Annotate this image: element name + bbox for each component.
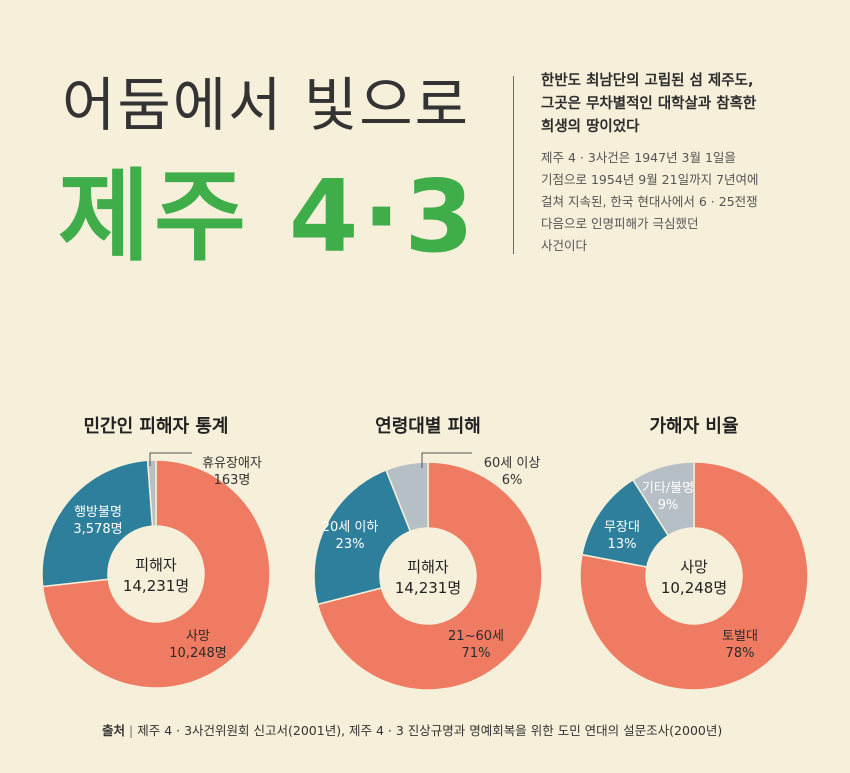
donut-slice (41, 459, 271, 689)
slice-label: 사망 (186, 629, 210, 644)
slice-label: 기타/불명 (642, 481, 694, 496)
donut-hole (109, 527, 203, 621)
source-label: 출처 (102, 723, 126, 738)
slice-label: 무장대 (604, 520, 640, 535)
intro-body-line: 다음으로 인명피해가 극심했던 (541, 216, 699, 231)
slice-value: 10,248명 (169, 646, 226, 661)
intro-body-line: 제주 4 · 3사건은 1947년 3월 1일을 (541, 150, 736, 165)
slice-value: 163명 (214, 473, 251, 488)
divider-line (513, 76, 514, 254)
slice-label: 60세 이상 (484, 456, 541, 471)
chart-title: 민간인 피해자 통계 (83, 416, 228, 437)
intro-body: 제주 4 · 3사건은 1947년 3월 1일을 기점으로 1954년 9월 2… (541, 147, 841, 257)
donut-slice (41, 459, 154, 588)
slice-value: 3,578명 (73, 522, 122, 537)
center-value: 10,248명 (661, 579, 727, 597)
chart-title: 연령대별 피해 (375, 416, 481, 437)
intro-headline: 한반도 최남단의 고립된 섬 제주도, 그곳은 무차별적인 대학살과 참혹한 희… (541, 70, 841, 139)
slice-value: 6% (502, 473, 523, 488)
donut-slice (313, 469, 412, 606)
intro-headline-line: 한반도 최남단의 고립된 섬 제주도, (541, 73, 754, 89)
title-top: 어둠에서 빛으로 (62, 71, 470, 139)
slice-label: 행방불명 (74, 504, 122, 520)
intro-body-line: 사건이다 (541, 238, 588, 253)
slice-value: 78% (726, 646, 755, 661)
slice-label: 20세 이하 (322, 520, 379, 535)
slice-value: 23% (336, 537, 365, 552)
donut-slice (579, 461, 809, 691)
donut-hole (381, 529, 475, 623)
source-note: 출처 | 제주 4 · 3사건위원회 신고서(2001년), 제주 4 · 3 진상… (102, 723, 723, 738)
donut-slice (316, 461, 543, 691)
slice-value: 9% (658, 498, 679, 513)
center-value: 14,231명 (395, 579, 461, 597)
title-main: 제주 4·3 (58, 158, 478, 275)
center-label: 피해자 (407, 558, 449, 576)
donut-slice (385, 461, 429, 533)
intro-body-line: 걸쳐 지속된, 한국 현대사에서 6 · 25전쟁 (541, 194, 758, 209)
slice-label: 21~60세 (448, 629, 504, 644)
center-value: 14,231명 (123, 577, 189, 595)
slice-label: 토벌대 (722, 629, 758, 644)
label-leader-line (149, 452, 192, 466)
slice-value: 13% (608, 537, 637, 552)
intro-headline-line: 그곳은 무차별적인 대학살과 참혹한 (541, 96, 757, 112)
label-leader-line (421, 452, 472, 468)
center-label: 피해자 (135, 556, 177, 574)
slice-value: 71% (462, 646, 491, 661)
source-text: 제주 4 · 3사건위원회 신고서(2001년), 제주 4 · 3 진상규명과… (137, 723, 723, 738)
chart-title: 가해자 비율 (649, 416, 738, 437)
intro-body-line: 기점으로 1954년 9월 21일까지 7년여에 (541, 172, 759, 187)
center-label: 사망 (680, 558, 708, 576)
intro-headline-line: 희생의 땅이었다 (541, 119, 640, 135)
intro-block: 한반도 최남단의 고립된 섬 제주도, 그곳은 무차별적인 대학살과 참혹한 희… (541, 70, 841, 257)
donut-hole (647, 529, 741, 623)
donut-slice (631, 461, 695, 537)
slice-label: 휴유장애자 (202, 456, 262, 471)
